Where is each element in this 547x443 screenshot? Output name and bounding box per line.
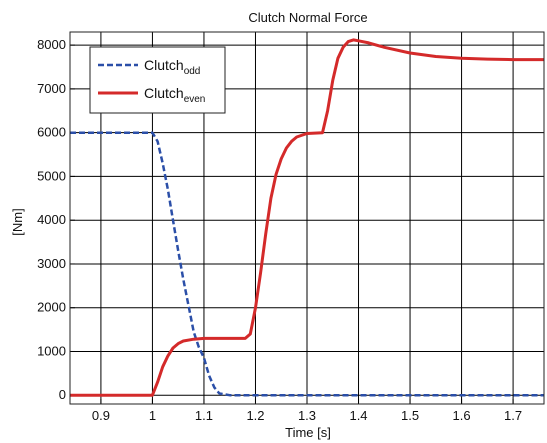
y-tick-labels: 0 1000 2000 3000 4000 5000 6000 7000 8000 [37, 37, 66, 402]
x-tick-label: 1.3 [298, 408, 316, 423]
x-tick-label: 1.7 [504, 408, 522, 423]
y-tick-label: 5000 [37, 168, 66, 183]
y-tick-label: 7000 [37, 81, 66, 96]
x-tick-labels: 0.9 1 1.1 1.2 1.3 1.4 1.5 1.6 1.7 [92, 408, 522, 423]
legend-label-even: Clutcheven [144, 85, 205, 105]
y-tick-label: 1000 [37, 343, 66, 358]
x-tick-label: 0.9 [92, 408, 110, 423]
y-tick-label: 3000 [37, 256, 66, 271]
legend: Clutchodd Clutcheven [89, 46, 226, 114]
chart-title: Clutch Normal Force [248, 10, 367, 25]
y-tick-label: 6000 [37, 125, 66, 140]
series-line-odd [70, 131, 544, 397]
x-tick-label: 1.4 [349, 408, 367, 423]
y-tick-label: 2000 [37, 300, 66, 315]
x-tick-label: 1.1 [195, 408, 213, 423]
x-tick-label: 1.6 [453, 408, 471, 423]
x-tick-label: 1.2 [246, 408, 264, 423]
y-axis-label: [Nm] [10, 208, 25, 235]
x-tick-label: 1 [149, 408, 156, 423]
plot-frame [69, 31, 545, 405]
y-tick-label: 8000 [37, 37, 66, 52]
series-lines [70, 38, 544, 397]
series-line-even [70, 38, 544, 397]
legend-label-odd: Clutchodd [144, 57, 200, 77]
y-tick-label: 4000 [37, 212, 66, 227]
x-axis-label: Time [s] [285, 425, 331, 440]
y-tick-label: 0 [59, 387, 66, 402]
legend-box [89, 46, 226, 114]
x-tick-label: 1.5 [401, 408, 419, 423]
